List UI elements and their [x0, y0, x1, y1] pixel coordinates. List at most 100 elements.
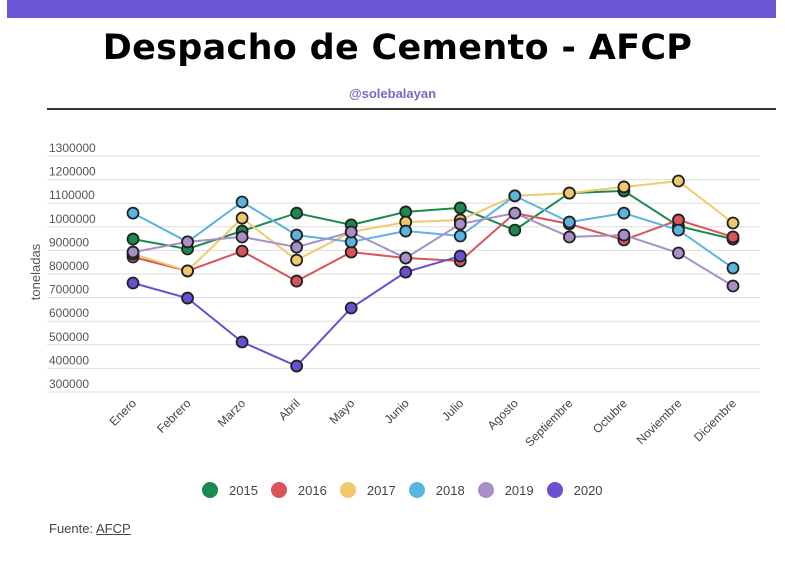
data-point-2019[interactable] — [562, 230, 576, 244]
chart-title: Despacho de Cemento - AFCP — [102, 28, 693, 68]
data-point-2020[interactable] — [290, 359, 304, 373]
legend-item-2016[interactable]: 2016 — [270, 482, 327, 498]
y-tick-label: 500000 — [49, 330, 89, 344]
series-line-2015 — [132, 189, 734, 251]
y-axis-ticks: 1300000 1200000 1100000 1000000 900000 800000… — [49, 141, 96, 391]
data-point-2017[interactable] — [617, 180, 631, 194]
x-tick-label: Abril — [276, 396, 303, 423]
data-point-2018[interactable] — [726, 261, 740, 275]
x-tick-label: Marzo — [215, 396, 249, 430]
chart-subtitle: @solebalayan — [348, 86, 437, 101]
data-point-2020[interactable] — [181, 291, 194, 305]
legend-label: 2016 — [297, 482, 327, 498]
header-divider — [47, 108, 776, 110]
legend-label: 2020 — [573, 482, 603, 498]
legend-item-2020[interactable]: 2020 — [546, 482, 603, 498]
data-point-2018[interactable] — [235, 195, 249, 209]
data-point-2015[interactable] — [126, 232, 140, 246]
legend-swatch — [546, 482, 563, 498]
data-point-2019[interactable] — [672, 246, 685, 260]
series-line-2019 — [132, 212, 734, 287]
legend-swatch — [202, 482, 218, 498]
series-points — [126, 174, 740, 373]
data-point-2018[interactable] — [672, 223, 685, 237]
legend-item-2018[interactable]: 2018 — [408, 482, 465, 498]
data-point-2019[interactable] — [453, 217, 467, 231]
data-point-2019[interactable] — [726, 279, 740, 293]
data-point-2018[interactable] — [562, 215, 576, 229]
y-tick-label: 1200000 — [49, 165, 96, 179]
y-tick-label: 300000 — [49, 377, 89, 391]
series-line-2016 — [132, 212, 734, 283]
top-accent-bar — [7, 0, 776, 18]
y-tick-label: 700000 — [49, 283, 89, 297]
legend-label: 2015 — [229, 482, 258, 498]
data-point-2018[interactable] — [290, 228, 304, 242]
data-point-2019[interactable] — [508, 206, 522, 220]
data-point-2019[interactable] — [617, 228, 631, 242]
data-point-2018[interactable] — [508, 189, 522, 203]
legend: 2015 2016 2017 2018 2019 2020 — [202, 482, 616, 498]
data-point-2017[interactable] — [290, 253, 304, 267]
data-point-2020[interactable] — [399, 265, 413, 279]
x-tick-label: Mayo — [327, 396, 358, 427]
legend-item-2019[interactable]: 2019 — [477, 482, 534, 498]
data-point-2015[interactable] — [453, 201, 467, 215]
data-point-2020[interactable] — [344, 301, 358, 315]
legend-label: 2017 — [366, 482, 396, 498]
legend-item-2015[interactable]: 2015 — [202, 482, 258, 498]
data-point-2016[interactable] — [726, 230, 740, 244]
x-tick-label: Febrero — [154, 396, 194, 436]
data-point-2018[interactable] — [617, 206, 631, 220]
data-point-2019[interactable] — [290, 240, 304, 254]
source-link[interactable]: AFCP — [96, 521, 131, 536]
legend-item-2017[interactable]: 2017 — [339, 482, 396, 498]
series-line-2017 — [132, 179, 734, 273]
legend-label: 2019 — [504, 482, 534, 498]
data-point-2015[interactable] — [290, 206, 304, 220]
data-point-2019[interactable] — [399, 251, 413, 265]
legend-label: 2018 — [435, 482, 465, 498]
data-point-2019[interactable] — [344, 225, 358, 239]
x-tick-label: Enero — [107, 396, 140, 429]
source-label: Fuente: — [49, 521, 94, 536]
data-point-2016[interactable] — [235, 244, 249, 258]
data-point-2020[interactable] — [126, 276, 140, 290]
source-note: Fuente: AFCP — [49, 521, 138, 536]
data-point-2019[interactable] — [126, 245, 140, 259]
y-tick-label: 900000 — [49, 235, 89, 249]
y-tick-label: 1100000 — [49, 188, 95, 202]
data-point-2020[interactable] — [453, 249, 467, 263]
data-point-2017[interactable] — [672, 174, 685, 188]
y-tick-label: 800000 — [49, 259, 89, 273]
y-axis-label: toneladas — [28, 243, 43, 300]
data-point-2018[interactable] — [399, 224, 413, 238]
x-tick-label: Septiembre — [522, 396, 576, 450]
data-point-2018[interactable] — [453, 229, 467, 243]
series-line-2018 — [132, 194, 734, 269]
legend-swatch — [408, 482, 425, 498]
x-tick-label: Junio — [382, 396, 412, 426]
data-point-2019[interactable] — [181, 235, 194, 249]
x-tick-label: Octubre — [590, 396, 630, 436]
y-tick-label: 400000 — [49, 353, 89, 367]
data-point-2020[interactable] — [235, 335, 249, 349]
data-point-2019[interactable] — [235, 230, 249, 244]
x-tick-label: Diciembre — [691, 396, 739, 444]
x-tick-label: Julio — [439, 396, 467, 424]
data-point-2017[interactable] — [181, 264, 194, 278]
data-point-2017[interactable] — [726, 216, 740, 230]
legend-swatch — [477, 482, 494, 498]
data-point-2015[interactable] — [508, 223, 522, 237]
data-point-2017[interactable] — [235, 211, 249, 225]
x-tick-label: Noviembre — [634, 396, 685, 447]
data-point-2016[interactable] — [290, 274, 304, 288]
y-tick-label: 1000000 — [49, 212, 96, 226]
legend-swatch — [270, 482, 287, 498]
data-point-2018[interactable] — [126, 206, 140, 220]
y-tick-label: 600000 — [49, 306, 89, 320]
x-tick-label: Agosto — [485, 396, 522, 433]
y-tick-label: 1300000 — [49, 141, 96, 155]
data-point-2017[interactable] — [562, 186, 576, 200]
